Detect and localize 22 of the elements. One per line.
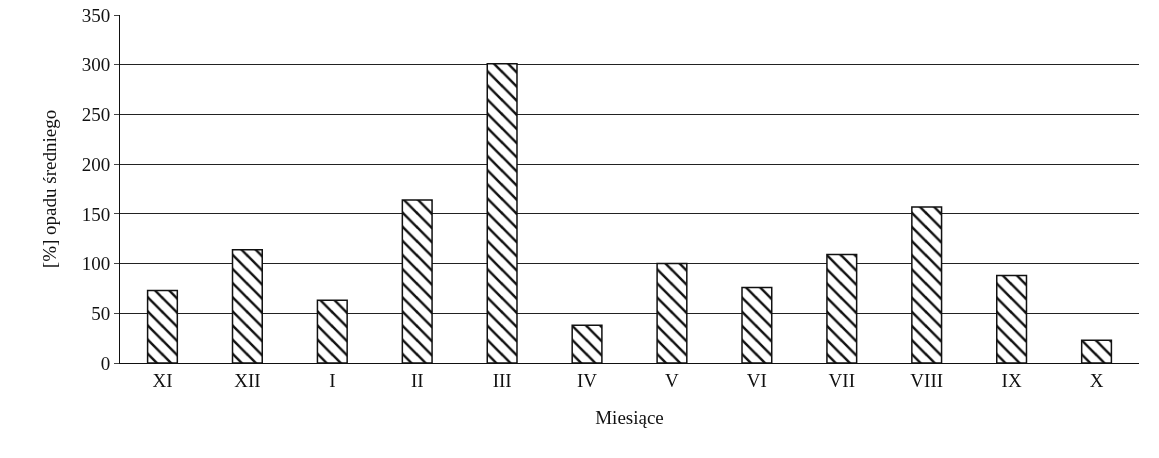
y-tick-label: 300 bbox=[81, 54, 111, 76]
x-tick-label: IV bbox=[577, 369, 598, 391]
x-tick-label: II bbox=[410, 369, 424, 391]
x-tick-label: IX bbox=[1001, 369, 1022, 391]
x-tick-label: III bbox=[492, 369, 512, 391]
x-tick-label: XI bbox=[152, 369, 173, 391]
y-tick-label: 50 bbox=[91, 302, 111, 324]
y-tick-label: 0 bbox=[100, 352, 111, 374]
x-tick-label: VII bbox=[828, 369, 855, 391]
x-tick-label: XII bbox=[234, 369, 261, 391]
y-axis-title: [%] opadu średniego bbox=[38, 109, 60, 269]
x-tick-label: X bbox=[1089, 369, 1104, 391]
y-tick-label: 200 bbox=[81, 153, 111, 175]
x-tick-label: V bbox=[665, 369, 680, 391]
x-tick-label: VIII bbox=[910, 369, 944, 391]
x-tick-label: VI bbox=[746, 369, 767, 391]
y-tick-label: 100 bbox=[81, 253, 111, 275]
y-tick-label: 350 bbox=[81, 4, 111, 26]
y-tick-label: 250 bbox=[81, 104, 111, 126]
y-tick-label: 150 bbox=[81, 203, 111, 225]
x-axis-title: Miesiące bbox=[595, 406, 664, 428]
x-tick-label: I bbox=[329, 369, 336, 391]
